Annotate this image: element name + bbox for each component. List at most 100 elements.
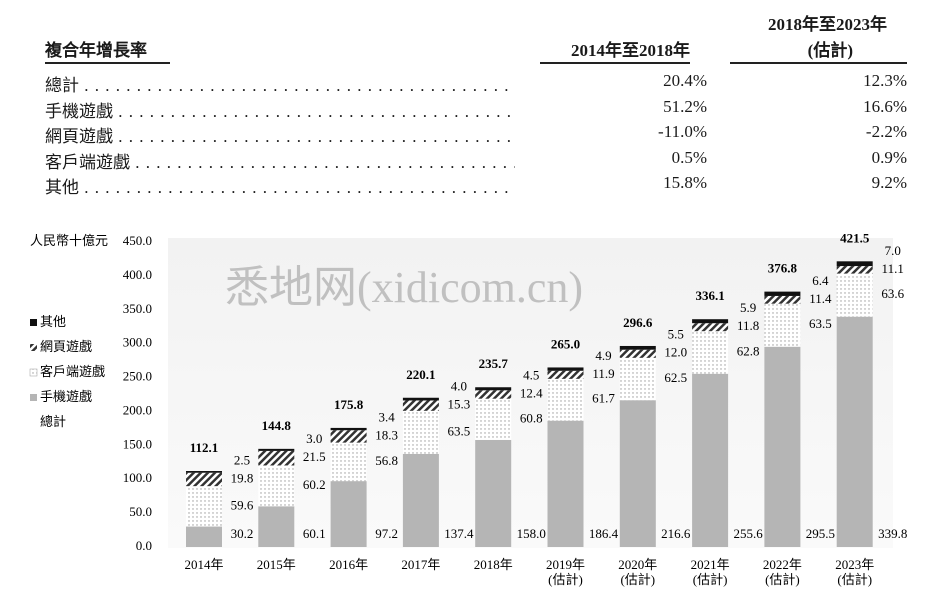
underline <box>730 62 907 64</box>
table-row: 客戶端遊戲 0.5% 0.9% <box>45 148 907 172</box>
total-label: 421.5 <box>840 230 870 245</box>
bar-segment <box>186 472 222 487</box>
column-header: 2014年至2018年 <box>571 41 690 60</box>
bar-segment <box>258 448 295 451</box>
value-label: 5.5 <box>668 327 684 342</box>
value-label: 56.8 <box>375 453 398 468</box>
bar-segment <box>619 349 656 358</box>
value-label: 11.8 <box>737 318 759 333</box>
bar-segment <box>836 316 873 547</box>
y-axis-label: 人民幣十億元 <box>30 233 108 248</box>
bar-segment <box>402 410 439 454</box>
legend-marker <box>30 344 37 351</box>
bar-segment <box>475 387 512 391</box>
value-label: 97.2 <box>375 526 398 541</box>
cell: 16.6% <box>863 96 907 116</box>
bar-segment <box>475 390 512 399</box>
bar-segment <box>186 486 222 527</box>
bar-segment <box>692 373 729 547</box>
bar-segment <box>330 481 367 547</box>
y-tick-label: 100.0 <box>123 470 152 485</box>
value-label: 63.6 <box>881 286 904 301</box>
total-label: 376.8 <box>768 261 798 276</box>
bar-segment <box>186 471 222 473</box>
cell: 15.8% <box>663 173 707 192</box>
bar-segment <box>258 450 295 466</box>
x-tick-label: 2016年 <box>329 557 368 572</box>
value-label: 60.2 <box>303 477 326 492</box>
x-tick-label: 2018年 <box>474 557 513 572</box>
bar-segment <box>692 319 729 324</box>
value-label: 11.4 <box>809 291 832 306</box>
cell: -2.2% <box>865 122 907 141</box>
bar-segment <box>764 295 801 304</box>
cell: 20.4% <box>663 71 707 90</box>
value-label: 15.3 <box>448 397 471 412</box>
bar-segment <box>258 506 295 547</box>
value-label: 59.6 <box>231 497 254 512</box>
x-tick-label: 2017年 <box>401 557 440 572</box>
value-label: 11.9 <box>592 366 614 381</box>
value-label: 63.5 <box>809 316 832 331</box>
legend-label: 其他 <box>40 314 66 329</box>
y-tick-label: 400.0 <box>123 267 152 282</box>
bar-segment <box>330 427 367 431</box>
column-header-note: (估計) <box>807 41 853 60</box>
bar-segment <box>764 346 801 547</box>
value-label: 60.8 <box>520 410 543 425</box>
value-label: 60.1 <box>303 526 326 541</box>
value-label: 3.4 <box>378 409 395 424</box>
y-tick-label: 150.0 <box>123 436 152 451</box>
cell: 0.9% <box>871 147 907 167</box>
legend-label: 手機遊戲 <box>40 389 92 404</box>
x-tick-label: 2015年 <box>257 557 296 572</box>
bar-segment <box>619 345 656 350</box>
bar-segment <box>186 526 222 547</box>
x-tick-label: 2014年 <box>184 557 223 572</box>
bar-segment <box>619 357 656 401</box>
total-label: 220.1 <box>406 367 435 382</box>
bar-segment <box>330 430 367 443</box>
value-label: 255.6 <box>733 526 763 541</box>
bar-segment <box>475 439 512 547</box>
bar-segment <box>547 367 584 371</box>
total-label: 175.8 <box>334 397 364 412</box>
value-label: 4.9 <box>595 348 611 363</box>
underline <box>540 62 690 64</box>
legend-label: 網頁遊戲 <box>40 339 92 354</box>
bar-segment <box>402 397 439 401</box>
value-label: 12.0 <box>664 345 687 360</box>
legend-marker <box>29 368 38 377</box>
legend-marker <box>30 394 37 401</box>
bar-segment <box>547 420 584 547</box>
bar-segment <box>836 266 873 274</box>
x-tick-label: 2020年(估計) <box>618 557 657 587</box>
y-tick-label: 450.0 <box>123 233 152 248</box>
bar-segment <box>547 370 584 379</box>
value-label: 216.6 <box>661 526 691 541</box>
value-label: 5.9 <box>740 300 756 315</box>
bar-segment <box>258 465 295 507</box>
table-row: 網頁遊戲 -11.0% -2.2% <box>45 122 907 146</box>
bar-segment <box>402 453 439 547</box>
value-label: 295.5 <box>806 526 835 541</box>
value-label: 4.0 <box>451 379 467 394</box>
bar-segment <box>692 323 729 332</box>
table-row: 手機遊戲 51.2% 16.6% <box>45 97 907 121</box>
total-label: 336.1 <box>695 288 724 303</box>
value-label: 62.8 <box>737 343 760 358</box>
value-label: 3.0 <box>306 431 322 446</box>
value-label: 7.0 <box>885 243 901 258</box>
x-tick-label: 2023年(估計) <box>835 557 874 587</box>
x-tick-label: 2022年(估計) <box>763 557 802 587</box>
total-label: 235.7 <box>479 356 509 371</box>
total-label: 112.1 <box>190 440 219 455</box>
value-label: 6.4 <box>812 273 829 288</box>
bar-segment <box>836 273 873 317</box>
value-label: 62.5 <box>664 370 687 385</box>
row-label: 網頁遊戲 <box>45 122 515 147</box>
bar-segment <box>764 291 801 296</box>
legend-label: 客戶端遊戲 <box>40 364 105 379</box>
total-label: 144.8 <box>262 418 292 433</box>
